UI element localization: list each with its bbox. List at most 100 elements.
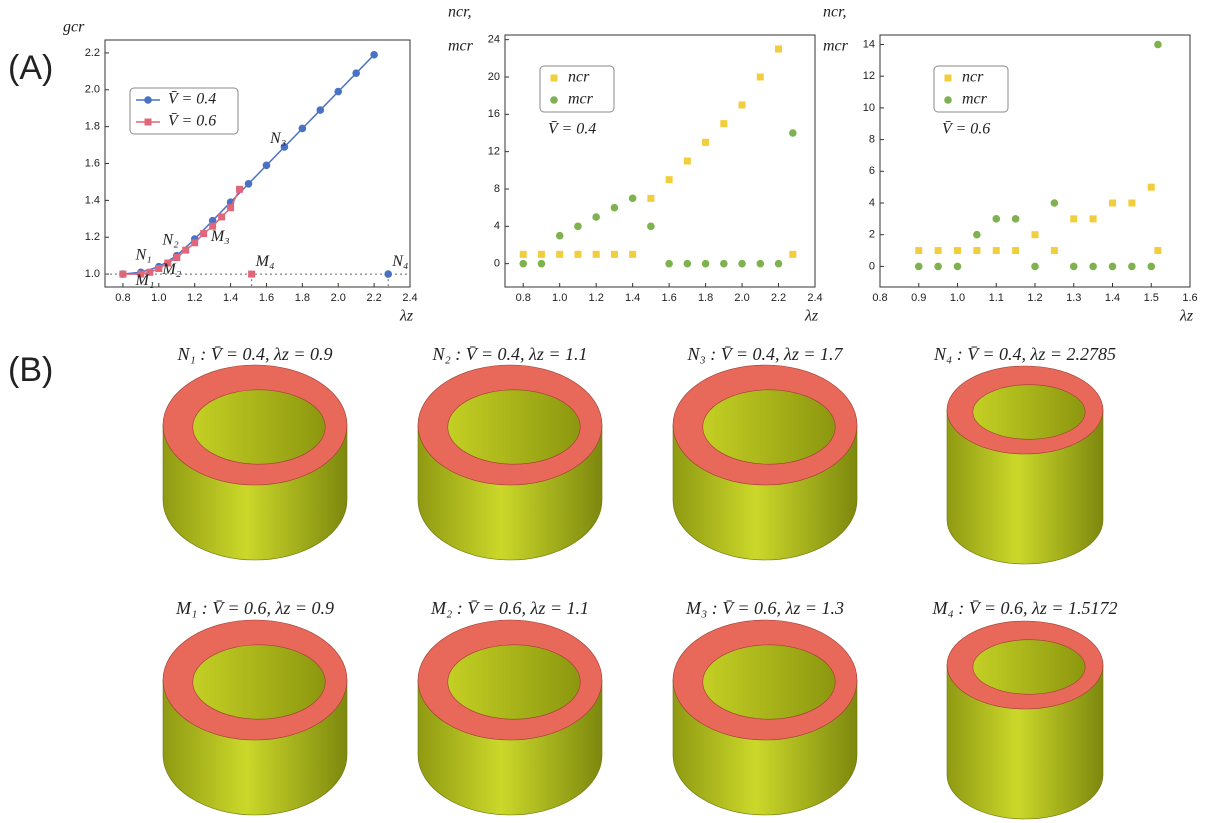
data-point — [1011, 215, 1020, 223]
data-point — [720, 120, 728, 128]
caption: N₁ : V̄ = 0.4, λz = 0.9 — [176, 344, 332, 364]
data-point — [574, 250, 582, 258]
data-point — [592, 213, 600, 221]
ring-hole — [972, 639, 1086, 695]
data-point — [914, 262, 923, 271]
x-tick-label: 1.4 — [223, 292, 238, 304]
annotation: N₃ — [269, 130, 286, 147]
data-point — [574, 222, 582, 231]
x-tick-label: 2.0 — [734, 292, 749, 304]
data-point — [280, 143, 289, 151]
x-tick-label: 1.6 — [661, 292, 676, 304]
y-tick-label: 1.4 — [85, 194, 100, 206]
x-tick-label: 2.0 — [331, 292, 346, 304]
annotation: N₁ — [135, 246, 152, 263]
y-tick-label: 8 — [869, 134, 875, 146]
data-point — [218, 213, 226, 221]
y-tick-label: 2.0 — [85, 84, 100, 96]
caption: M₂ : V̄ = 0.6, λz = 1.1 — [430, 598, 589, 618]
data-point — [756, 259, 765, 268]
x-tick-label: 1.1 — [989, 292, 1004, 304]
caption: M₁ : V̄ = 0.6, λz = 0.9 — [175, 598, 334, 618]
plot-frame — [879, 34, 1191, 288]
x-tick-label: 1.0 — [552, 292, 567, 304]
legend-marker — [944, 74, 952, 82]
ring-hole — [702, 644, 836, 720]
data-point — [519, 250, 527, 258]
data-point — [992, 215, 1001, 223]
y-tick-label: 2 — [869, 229, 875, 241]
data-point — [647, 194, 655, 202]
data-point — [628, 194, 637, 203]
ring — [672, 619, 858, 816]
panel-label: (A) — [8, 49, 53, 87]
data-point — [137, 270, 145, 278]
x-tick-label: 1.0 — [950, 292, 965, 304]
legend-marker — [144, 118, 152, 126]
panel-label: (B) — [8, 351, 53, 389]
ring-hole — [447, 389, 581, 465]
ring-hole — [192, 644, 326, 720]
data-point — [1012, 247, 1020, 255]
x-tick-label: 1.4 — [625, 292, 640, 304]
caption: N₂ : V̄ = 0.4, λz = 1.1 — [431, 344, 587, 364]
legend-label: ncr — [568, 69, 590, 86]
ring — [417, 619, 603, 816]
ring — [162, 619, 348, 816]
data-point — [701, 259, 710, 268]
y-axis-label: gcr — [63, 19, 85, 36]
data-point — [262, 161, 271, 170]
data-point — [1089, 262, 1097, 271]
x-tick-label: 0.8 — [115, 292, 130, 304]
x-tick-label: 1.2 — [187, 292, 202, 304]
caption: M₃ : V̄ = 0.6, λz = 1.3 — [685, 598, 844, 618]
data-point — [1108, 262, 1117, 271]
data-point — [208, 216, 217, 225]
y-tick-label: 8 — [494, 183, 500, 195]
data-point — [537, 259, 546, 268]
data-point — [789, 250, 797, 258]
data-point — [334, 87, 343, 96]
data-point — [592, 250, 600, 258]
data-point — [934, 262, 942, 271]
data-point — [556, 250, 564, 258]
x-tick-label: 0.8 — [516, 292, 531, 304]
x-tick-label: 1.8 — [698, 292, 713, 304]
data-point — [537, 250, 545, 258]
data-point — [119, 270, 127, 278]
data-point — [647, 222, 655, 231]
annotation: M₃ — [210, 228, 230, 245]
legend-label: V̄ = 0.4 — [168, 91, 216, 108]
x-tick-label: 0.8 — [872, 292, 887, 304]
data-point — [973, 230, 981, 239]
y-tick-label: 12 — [863, 70, 875, 82]
y-axis-label: ncr, — [823, 4, 847, 21]
x-tick-label: 1.6 — [1182, 292, 1197, 304]
x-tick-label: 2.2 — [366, 292, 381, 304]
y-axis-label: ncr, — [448, 4, 472, 21]
data-point — [683, 157, 691, 165]
data-point — [1031, 262, 1039, 271]
y-tick-label: 4 — [494, 220, 500, 232]
ring — [672, 364, 858, 561]
data-point — [227, 204, 235, 212]
legend — [933, 65, 1009, 113]
y-tick-label: 2.2 — [85, 47, 100, 59]
data-point — [610, 250, 618, 258]
data-point — [756, 73, 764, 81]
data-point — [665, 176, 673, 184]
y-tick-label: 12 — [488, 146, 500, 158]
data-point — [244, 179, 253, 188]
y-tick-label: 16 — [488, 108, 500, 120]
data-point — [173, 254, 181, 262]
y-tick-label: 24 — [488, 34, 500, 46]
data-point — [915, 247, 923, 255]
x-tick-label: 0.9 — [911, 292, 926, 304]
legend-label: mcr — [962, 91, 988, 108]
data-point — [352, 69, 360, 77]
data-point — [519, 259, 528, 268]
data-point — [665, 259, 673, 268]
ring — [417, 364, 603, 561]
legend-label: ncr — [962, 69, 984, 86]
data-point — [1128, 262, 1136, 271]
